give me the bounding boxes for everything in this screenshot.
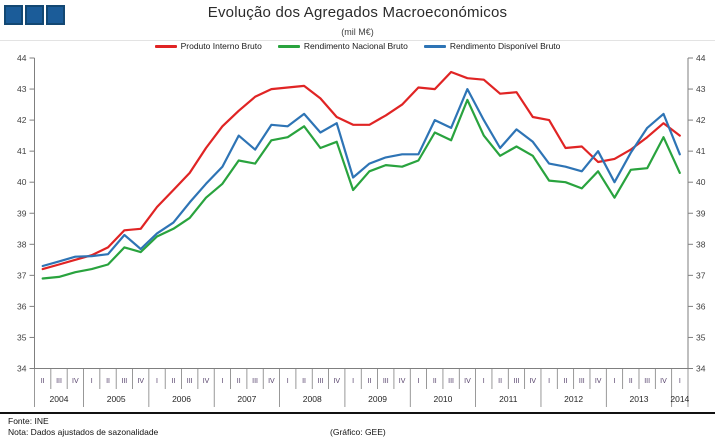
x-axis-quarter-label: II	[237, 378, 241, 385]
x-axis-year-label: 2006	[172, 394, 191, 404]
chart-title: Evolução dos Agregados Macroeconómicos	[207, 4, 508, 21]
chart-legend: Produto Interno Bruto Rendimento Naciona…	[0, 41, 715, 51]
x-axis-quarter-label: III	[579, 378, 585, 385]
y-axis-label-left: 38	[17, 239, 27, 249]
y-axis-label-right: 34	[696, 364, 706, 374]
y-axis-label-left: 35	[17, 332, 27, 342]
y-axis-label-left: 37	[17, 270, 27, 280]
x-axis-quarter-label: II	[302, 378, 306, 385]
y-axis-label-left: 43	[17, 84, 27, 94]
footer-divider	[0, 412, 715, 414]
x-axis-quarter-label: III	[514, 378, 520, 385]
x-axis-year-label: 2012	[564, 394, 583, 404]
x-axis-year-label: 2007	[237, 394, 256, 404]
line-chart-plot: 34 34 35 35 36 36 37 37 38 38 39 39 40 40 41 41 42 42 43 43…	[17, 53, 706, 407]
y-axis-label-right: 37	[696, 270, 706, 280]
x-axis-quarter-label: I	[352, 378, 354, 385]
x-axis-quarter-label: I	[548, 378, 550, 385]
legend-line-swatch-red	[154, 44, 177, 48]
logo-square	[25, 5, 44, 25]
y-axis-label-right: 38	[696, 239, 706, 249]
x-axis-year-label: 2011	[499, 394, 518, 404]
x-axis-quarter-label: I	[483, 378, 485, 385]
x-axis-year-label: 2013	[630, 394, 649, 404]
y-axis-label-right: 40	[696, 177, 706, 187]
legend-item-rendimento-nacional-bruto: Rendimento Nacional Bruto	[277, 41, 408, 51]
legend-line-swatch-blue	[423, 44, 446, 48]
y-axis-label-right: 44	[696, 53, 706, 63]
y-axis-label-left: 41	[17, 146, 27, 156]
x-axis-quarter-label: I	[221, 378, 223, 385]
y-axis-label-left: 34	[17, 364, 27, 374]
gee-logo	[4, 5, 65, 25]
y-axis-label-right: 36	[696, 301, 706, 311]
x-axis-quarter-label: IV	[333, 378, 340, 385]
logo-square	[4, 5, 23, 25]
y-axis-label-right: 43	[696, 84, 706, 94]
y-axis-label-right: 35	[696, 332, 706, 342]
series-line-rendimento-dispon-vel-bruto	[41, 87, 681, 268]
x-axis-year-label: 2009	[368, 394, 387, 404]
x-axis-quarter-label: IV	[529, 378, 536, 385]
x-axis-quarter-label: III	[56, 378, 62, 385]
x-axis-quarter-label: I	[156, 378, 158, 385]
legend-label: Rendimento Disponível Bruto	[449, 41, 561, 51]
x-axis-quarter-label: III	[317, 378, 323, 385]
x-axis-quarter-label: III	[644, 378, 650, 385]
x-axis-quarter-label: III	[383, 378, 389, 385]
y-axis-label-left: 39	[17, 208, 27, 218]
x-axis-quarter-label: I	[679, 378, 681, 385]
x-axis-quarter-label: I	[417, 378, 419, 385]
x-axis-quarter-label: II	[171, 378, 175, 385]
x-axis-quarter-label: III	[187, 378, 193, 385]
x-axis-quarter-label: IV	[399, 378, 406, 385]
legend-item-produto-interno-bruto: Produto Interno Bruto	[154, 41, 262, 51]
x-axis-quarter-label: III	[252, 378, 258, 385]
legend-label: Rendimento Nacional Bruto	[303, 41, 408, 51]
x-axis-year-label: 2004	[50, 394, 69, 404]
header-divider	[0, 40, 715, 41]
x-axis-quarter-label: II	[498, 378, 502, 385]
y-axis-label-left: 36	[17, 301, 27, 311]
x-axis-quarter-label: III	[121, 378, 127, 385]
y-axis-label-right: 41	[696, 146, 706, 156]
x-axis-quarter-label: IV	[595, 378, 602, 385]
footer-credit: (Gráfico: GEE)	[330, 427, 386, 437]
x-axis-quarter-label: II	[433, 378, 437, 385]
legend-item-rendimento-disponivel-bruto: Rendimento Disponível Bruto	[423, 41, 561, 51]
series-line-rendimento-nacional-bruto	[41, 98, 681, 280]
y-axis-label-right: 39	[696, 208, 706, 218]
x-axis-quarter-label: I	[614, 378, 616, 385]
chart-subtitle: (mil M€)	[341, 27, 374, 37]
y-axis-label-left: 44	[17, 53, 27, 63]
footer-source: Fonte: INE	[8, 416, 49, 426]
legend-line-swatch-green	[277, 44, 300, 48]
series-line-produto-interno-bruto	[41, 70, 681, 271]
logo-square	[46, 5, 65, 25]
x-axis-quarter-label: II	[41, 378, 45, 385]
x-axis-year-label: 2008	[303, 394, 322, 404]
x-axis-quarter-label: I	[287, 378, 289, 385]
x-axis-quarter-label: III	[448, 378, 454, 385]
y-axis-label-left: 42	[17, 115, 27, 125]
x-axis-quarter-label: II	[367, 378, 371, 385]
y-axis-label-right: 42	[696, 115, 706, 125]
x-axis-quarter-label: IV	[203, 378, 210, 385]
x-axis-year-label: 2010	[433, 394, 452, 404]
legend-label: Produto Interno Bruto	[180, 41, 262, 51]
x-axis-quarter-label: II	[564, 378, 568, 385]
x-axis-quarter-label: IV	[137, 378, 144, 385]
x-axis-quarter-label: IV	[72, 378, 79, 385]
x-axis-year-label: 2005	[107, 394, 126, 404]
x-axis-quarter-label: II	[629, 378, 633, 385]
x-axis-quarter-label: IV	[660, 378, 667, 385]
y-axis-label-left: 40	[17, 177, 27, 187]
footer-note: Nota: Dados ajustados de sazonalidade	[8, 427, 159, 437]
x-axis-quarter-label: IV	[464, 378, 471, 385]
x-axis-year-label: 2014	[670, 394, 689, 404]
x-axis-quarter-label: II	[106, 378, 110, 385]
x-axis-quarter-label: IV	[268, 378, 275, 385]
x-axis-quarter-label: I	[91, 378, 93, 385]
